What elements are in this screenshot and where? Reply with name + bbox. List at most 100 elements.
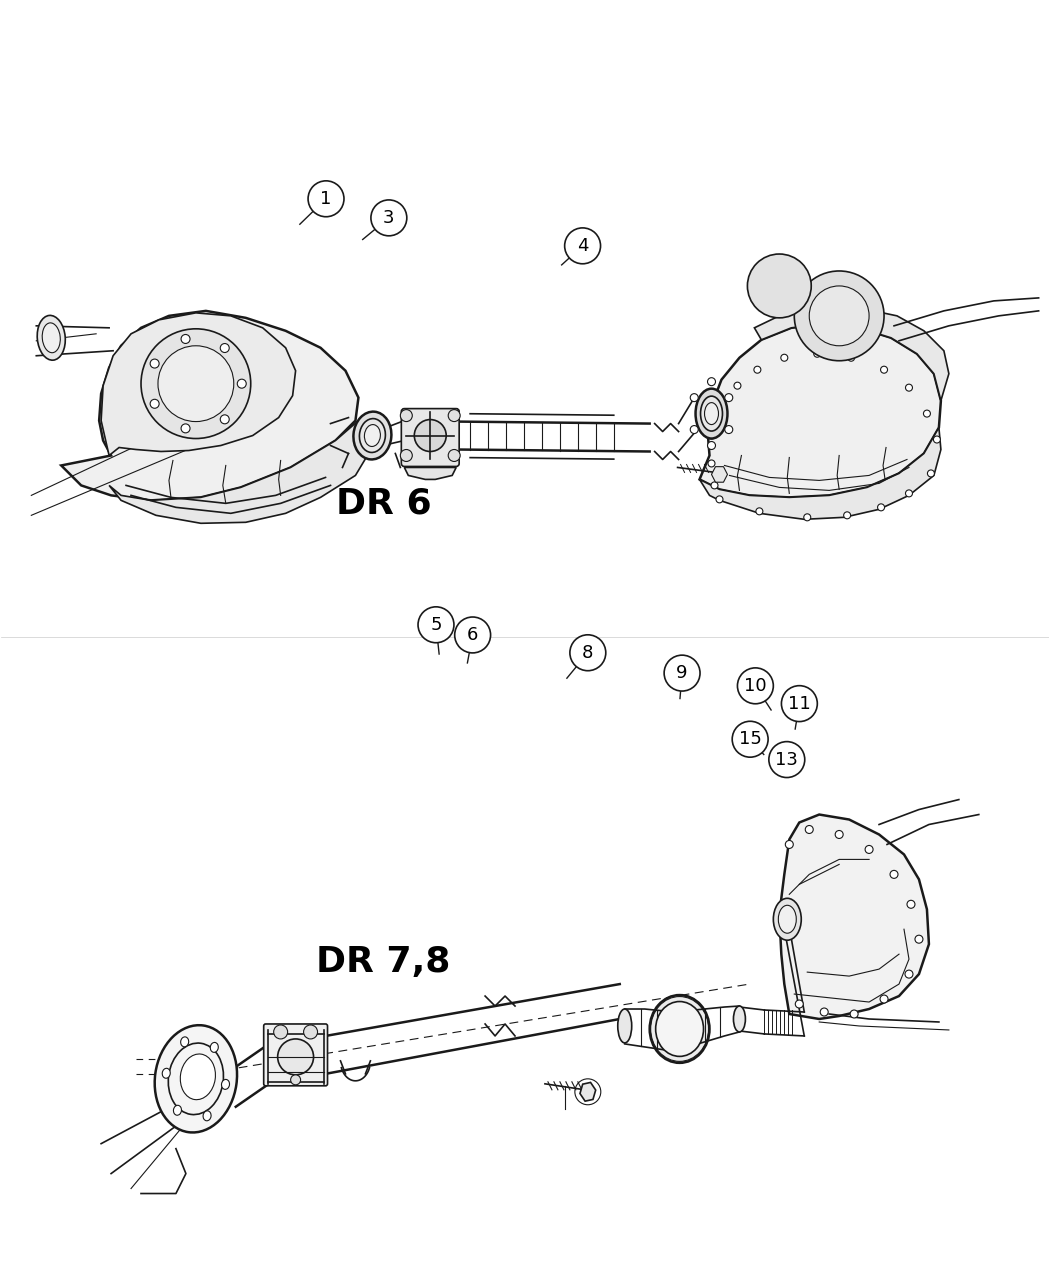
Ellipse shape [163,1068,170,1079]
Circle shape [181,334,190,343]
Text: 5: 5 [430,616,442,634]
Text: 15: 15 [739,731,761,748]
Text: 9: 9 [676,664,688,682]
Circle shape [927,470,934,477]
Circle shape [565,228,601,264]
Ellipse shape [154,1025,237,1132]
Text: 4: 4 [576,237,588,255]
Polygon shape [754,307,949,400]
Circle shape [158,346,234,422]
Ellipse shape [168,1043,224,1114]
Polygon shape [699,324,941,497]
Circle shape [277,1039,314,1075]
Circle shape [237,379,247,388]
FancyBboxPatch shape [401,408,459,467]
Circle shape [810,286,869,346]
Circle shape [141,329,251,439]
Circle shape [850,1010,858,1017]
Circle shape [418,607,454,643]
Ellipse shape [655,1002,704,1057]
FancyBboxPatch shape [264,1024,328,1086]
Circle shape [737,668,774,704]
Polygon shape [699,427,941,519]
Circle shape [820,1009,828,1016]
Circle shape [308,181,344,217]
Circle shape [448,450,460,462]
Circle shape [756,507,763,515]
Ellipse shape [37,315,65,360]
Circle shape [708,377,715,385]
Ellipse shape [354,412,392,459]
Circle shape [865,845,874,853]
Circle shape [805,825,814,834]
Polygon shape [404,468,456,479]
Circle shape [781,354,788,361]
Polygon shape [712,467,728,482]
Circle shape [371,200,406,236]
Circle shape [690,426,698,434]
Circle shape [716,496,723,502]
Polygon shape [61,311,358,500]
Circle shape [923,411,930,417]
Ellipse shape [695,389,728,439]
Circle shape [814,351,821,357]
Circle shape [781,686,817,722]
Circle shape [291,1075,300,1085]
Circle shape [890,871,898,878]
Text: DR 7,8: DR 7,8 [316,945,450,979]
Ellipse shape [181,1037,189,1047]
Circle shape [835,830,843,839]
Polygon shape [101,312,296,455]
Ellipse shape [778,905,796,933]
Circle shape [915,935,923,943]
Ellipse shape [617,1009,632,1043]
Polygon shape [580,1082,595,1102]
Circle shape [711,482,718,488]
Circle shape [415,419,446,451]
Circle shape [769,742,804,778]
Circle shape [905,490,912,497]
Circle shape [708,460,715,467]
Circle shape [220,343,229,352]
Circle shape [665,655,700,691]
Circle shape [880,994,888,1003]
Circle shape [181,423,190,434]
Circle shape [724,394,733,402]
Ellipse shape [359,418,385,453]
Circle shape [843,511,851,519]
Text: DR 6: DR 6 [336,487,432,521]
Circle shape [933,436,941,442]
Circle shape [905,970,912,978]
Ellipse shape [222,1080,230,1089]
Circle shape [570,635,606,671]
Polygon shape [779,815,929,1019]
Text: 6: 6 [467,626,479,644]
Polygon shape [109,421,371,523]
Circle shape [716,407,723,413]
Circle shape [847,354,855,361]
Ellipse shape [700,397,722,431]
Circle shape [708,432,715,439]
Ellipse shape [650,994,710,1063]
Circle shape [785,840,794,848]
Circle shape [734,382,741,389]
Circle shape [878,504,884,511]
Ellipse shape [705,403,718,425]
Circle shape [748,254,812,317]
Ellipse shape [181,1054,215,1099]
Circle shape [448,409,460,422]
Text: 8: 8 [582,644,593,662]
Circle shape [732,722,769,757]
Circle shape [708,441,715,450]
Ellipse shape [42,323,60,353]
Circle shape [220,414,229,423]
Circle shape [803,514,811,520]
Text: 1: 1 [320,190,332,208]
Circle shape [455,617,490,653]
Ellipse shape [210,1043,218,1052]
Circle shape [754,366,761,374]
Circle shape [795,1000,803,1009]
Circle shape [690,394,698,402]
Circle shape [794,272,884,361]
Circle shape [150,360,160,368]
